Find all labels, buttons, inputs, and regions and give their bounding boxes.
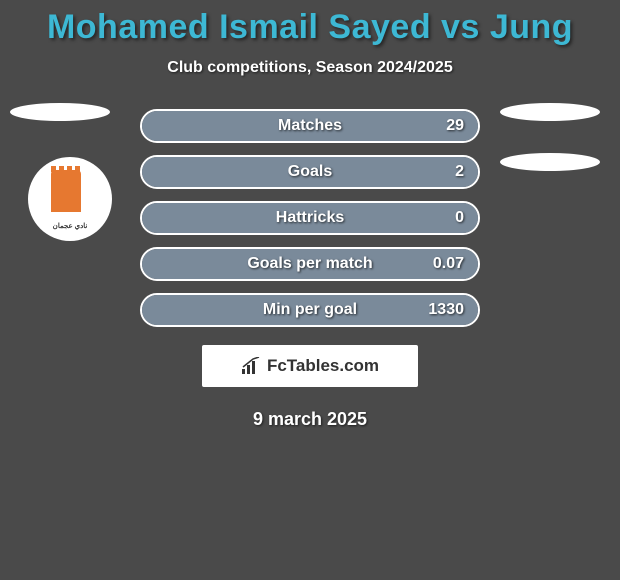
stat-row: Min per goal 1330 [140,293,480,327]
stat-value: 0 [455,209,464,227]
page-title: Mohamed Ismail Sayed vs Jung [0,8,620,47]
stat-row: Goals 2 [140,155,480,189]
club-name-label: نادي عجمان [37,222,103,230]
stat-row: Goals per match 0.07 [140,247,480,281]
chart-icon [241,357,263,375]
stat-rows: Matches 29 Goals 2 Hattricks 0 Goals per… [140,109,480,327]
club-right-placeholder-icon [500,153,600,171]
stat-value: 0.07 [433,255,464,273]
stat-label: Goals per match [247,255,372,273]
player-left-placeholder-icon [10,103,110,121]
stat-label: Matches [278,117,342,135]
stat-row: Matches 29 [140,109,480,143]
club-logo-graphic: نادي عجمان [37,166,103,232]
branding-badge: FcTables.com [202,345,418,387]
stat-row: Hattricks 0 [140,201,480,235]
stat-label: Min per goal [263,301,357,319]
branding-text: FcTables.com [267,356,379,376]
stat-value: 2 [455,163,464,181]
season-subtitle: Club competitions, Season 2024/2025 [0,59,620,77]
stat-label: Goals [288,163,332,181]
comparison-infographic: Mohamed Ismail Sayed vs Jung Club compet… [0,0,620,430]
date-label: 9 march 2025 [0,409,620,430]
stats-area: نادي عجمان Matches 29 Goals 2 Hattricks … [0,109,620,430]
stat-label: Hattricks [276,209,344,227]
player-right-placeholder-icon [500,103,600,121]
tower-icon [51,170,81,212]
stat-value: 1330 [428,301,464,319]
club-logo-left: نادي عجمان [28,157,112,241]
stat-value: 29 [446,117,464,135]
